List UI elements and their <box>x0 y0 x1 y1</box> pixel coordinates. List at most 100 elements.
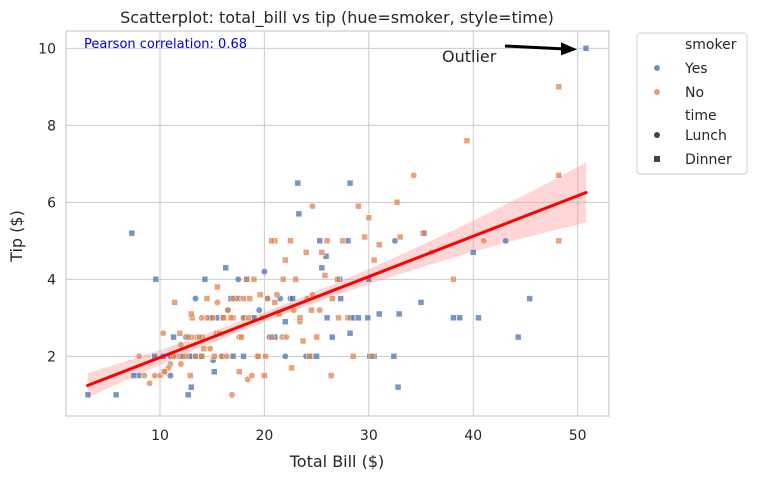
data-point-yes-dinner <box>222 264 230 272</box>
data-point-no-dinner <box>302 249 310 256</box>
confidence-band <box>87 162 587 398</box>
data-point-no-lunch <box>206 345 214 353</box>
data-point-no-lunch <box>480 237 488 245</box>
data-point-yes-dinner <box>329 333 336 341</box>
x-axis-label: Total Bill ($) <box>289 452 385 471</box>
data-point-yes-dinner <box>582 45 590 52</box>
legend-marker-no <box>654 89 660 95</box>
regression-layer <box>86 191 588 387</box>
data-point-no-lunch <box>184 333 192 341</box>
data-point-yes-dinner <box>294 179 302 187</box>
data-point-yes-dinner <box>395 310 403 318</box>
data-point-no-dinner <box>245 314 252 322</box>
data-point-no-dinner <box>327 372 335 379</box>
data-point-no-dinner <box>238 333 245 341</box>
data-point-no-dinner <box>211 353 218 360</box>
data-point-yes-dinner <box>456 314 463 322</box>
data-point-no-dinner <box>282 256 289 264</box>
data-point-no-lunch <box>146 379 153 387</box>
data-point-yes-dinner <box>475 314 482 322</box>
data-point-yes-lunch <box>192 295 199 303</box>
data-point-yes-dinner <box>188 383 195 391</box>
data-point-no-lunch <box>192 352 199 360</box>
data-point-no-dinner <box>555 83 563 91</box>
data-point-no-lunch <box>273 291 281 299</box>
data-point-no-dinner <box>393 199 401 206</box>
data-point-yes-dinner <box>450 314 457 322</box>
data-point-no-dinner <box>296 314 304 322</box>
data-point-yes-dinner <box>128 229 136 237</box>
y-axis-label: Tip ($) <box>7 210 26 263</box>
chart-title: Scatterplot: total_bill vs tip (hue=smok… <box>120 8 554 28</box>
data-point-yes-dinner <box>390 353 398 360</box>
data-point-no-dinner <box>368 353 376 360</box>
data-point-yes-dinner <box>170 333 177 341</box>
x-tick-labels: 10 20 30 40 50 <box>151 428 587 444</box>
x-tick-label: 40 <box>464 428 482 444</box>
data-point-no-lunch <box>228 391 236 399</box>
data-point-no-dinner <box>555 237 563 245</box>
y-tick-label: 10 <box>38 41 56 57</box>
data-point-yes-lunch <box>166 372 174 380</box>
data-point-yes-dinner <box>229 353 237 360</box>
data-point-yes-dinner <box>364 314 372 322</box>
legend-marker-lunch <box>654 132 660 138</box>
data-point-no-dinner <box>323 237 331 245</box>
data-point-yes-lunch <box>234 275 242 283</box>
data-point-yes-dinner <box>322 252 330 260</box>
data-point-no-lunch <box>282 333 290 341</box>
data-point-no-dinner <box>299 337 307 345</box>
data-point-no-dinner <box>214 283 221 291</box>
data-point-no-dinner <box>236 368 243 375</box>
data-point-yes-dinner <box>376 310 383 318</box>
data-point-no-lunch <box>135 352 143 360</box>
data-point-no-lunch <box>308 202 316 210</box>
data-point-no-dinner <box>243 276 250 283</box>
data-point-no-dinner <box>171 299 178 306</box>
data-point-no-dinner <box>200 345 208 352</box>
data-point-yes-dinner <box>470 249 477 256</box>
data-point-no-dinner <box>365 214 373 221</box>
data-point-yes-dinner <box>355 314 362 322</box>
data-point-no-dinner <box>240 295 247 302</box>
data-point-yes-dinner <box>346 179 354 187</box>
data-point-yes-dinner <box>240 353 247 360</box>
data-point-no-dinner <box>355 202 362 210</box>
data-point-no-dinner <box>288 364 295 372</box>
data-point-no-dinner <box>361 233 368 241</box>
data-point-yes-dinner <box>84 391 92 399</box>
y-tick-label: 4 <box>47 272 56 288</box>
data-point-no-lunch <box>229 295 237 303</box>
legend-hue-title: smoker <box>685 37 737 53</box>
data-point-no-lunch <box>213 298 221 306</box>
data-point-no-dinner <box>262 353 269 360</box>
outlier-arrow-head <box>561 42 578 56</box>
data-point-yes-dinner <box>323 314 331 322</box>
data-point-yes-dinner <box>417 299 425 306</box>
correlation-annotation: Pearson correlation: 0.68 <box>84 37 247 52</box>
plot-frame <box>65 30 610 417</box>
data-point-no-dinner <box>420 229 428 237</box>
y-tick-label: 8 <box>47 118 56 134</box>
data-point-yes-dinner <box>295 210 303 218</box>
data-point-no-dinner <box>271 299 279 306</box>
data-point-no-lunch <box>151 372 159 380</box>
y-tick-label: 2 <box>47 349 56 365</box>
data-point-yes-dinner <box>313 353 320 360</box>
data-point-no-dinner <box>463 137 471 144</box>
outlier-label: Outlier <box>442 47 497 66</box>
data-point-yes-dinner <box>346 329 354 337</box>
outlier-arrow <box>504 44 564 51</box>
data-point-no-dinner <box>292 276 299 283</box>
data-point-no-lunch <box>268 333 276 341</box>
data-point-no-dinner <box>250 276 258 283</box>
data-point-yes-dinner <box>112 391 120 399</box>
data-point-no-dinner <box>396 233 404 241</box>
confidence-band-layer <box>87 162 587 398</box>
outlier-annotation: Outlier <box>442 42 578 66</box>
legend-label-no: No <box>685 85 704 101</box>
data-point-no-dinner <box>261 372 268 379</box>
data-point-no-dinner <box>555 172 563 179</box>
data-point-no-dinner <box>188 310 195 318</box>
data-point-no-dinner <box>308 306 315 314</box>
